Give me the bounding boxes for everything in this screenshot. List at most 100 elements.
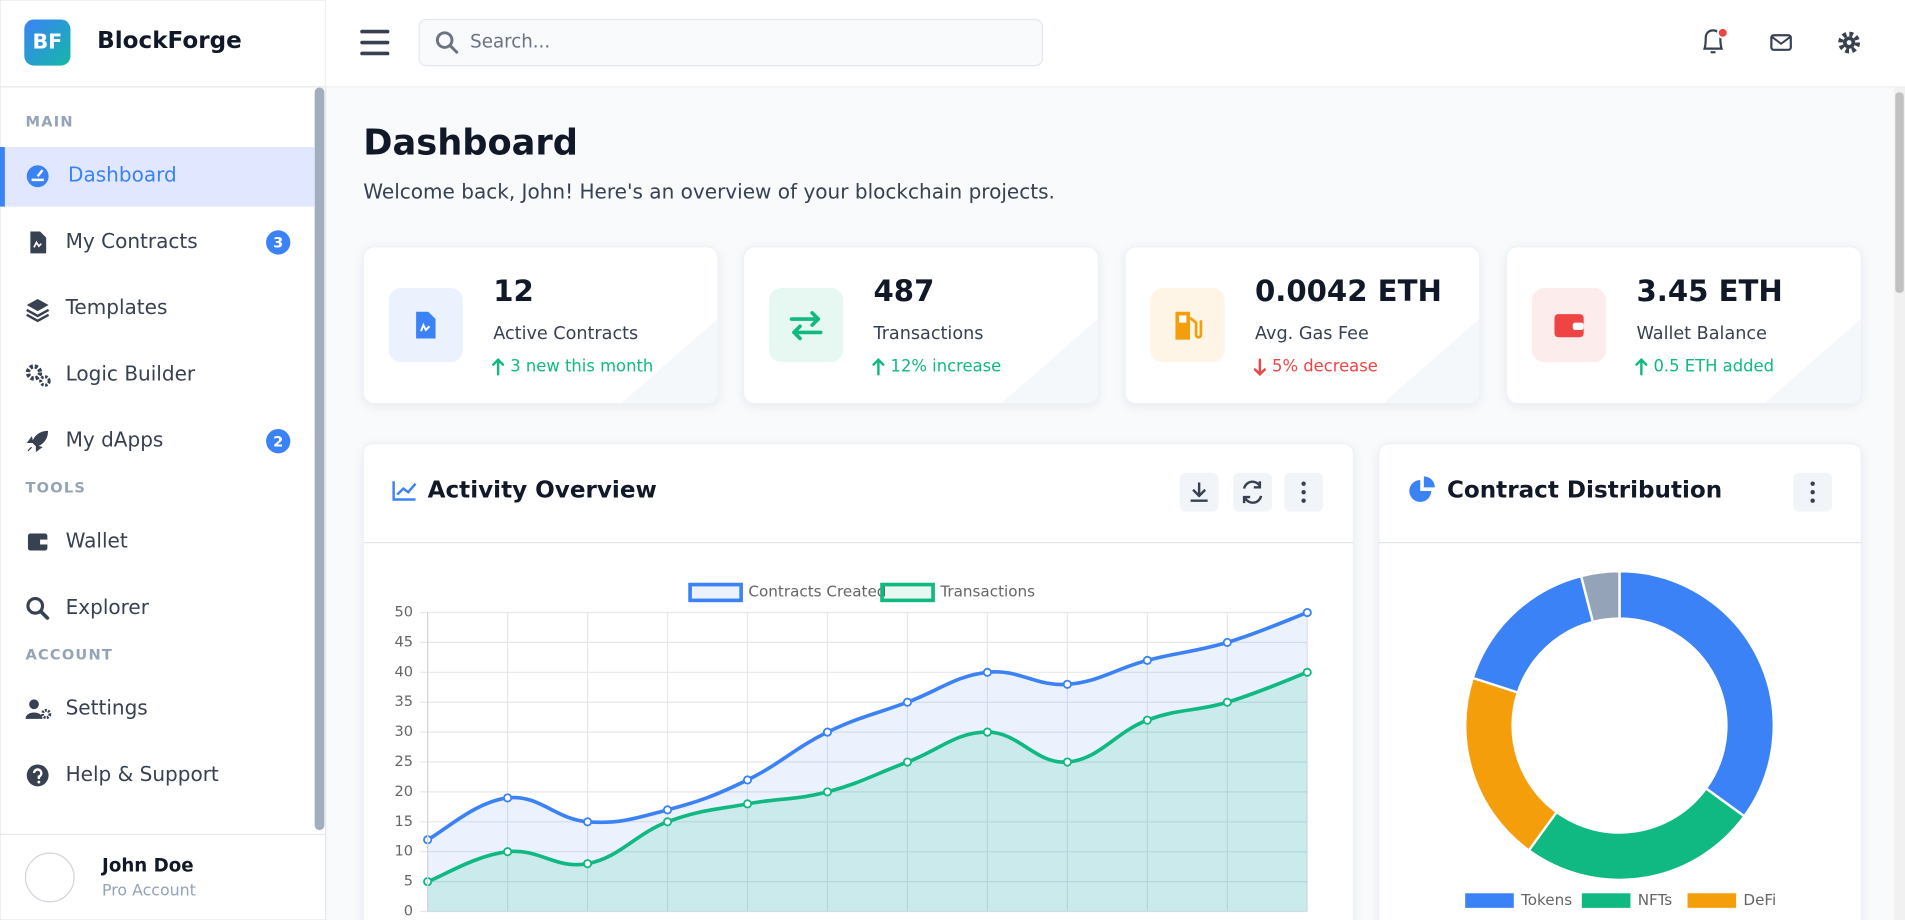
stat-value: 12 xyxy=(493,274,534,308)
point xyxy=(902,757,912,767)
stat-label: Active Contracts xyxy=(493,324,638,344)
nav-label: Explorer xyxy=(66,595,150,619)
refresh-button[interactable] xyxy=(1233,472,1273,512)
nav-label: Dashboard xyxy=(68,163,177,187)
legend-label: Transactions xyxy=(939,582,1035,600)
scrollbar[interactable] xyxy=(314,87,325,831)
point xyxy=(742,775,753,785)
stat-icon xyxy=(1554,314,1584,338)
badge-count: 3 xyxy=(273,235,283,252)
y-tick-label: 45 xyxy=(395,633,414,650)
search-placeholder: Search... xyxy=(470,32,550,53)
point xyxy=(822,787,833,797)
avatar[interactable] xyxy=(24,852,75,903)
stat-icon xyxy=(1175,311,1203,340)
nav-item[interactable] xyxy=(0,147,315,207)
scroll-track xyxy=(1894,87,1905,920)
badge xyxy=(266,230,291,255)
point xyxy=(1142,655,1152,665)
legend-label: DeFi xyxy=(1743,891,1776,909)
icon xyxy=(26,298,49,312)
slice xyxy=(1579,569,1621,624)
stat-label: Wallet Balance xyxy=(1637,324,1767,344)
icon xyxy=(32,768,43,780)
badge xyxy=(266,429,291,454)
stat-value: 487 xyxy=(874,274,935,308)
legend-label: Contracts Created xyxy=(748,582,886,600)
nav-icon xyxy=(26,298,50,323)
refresh-icon xyxy=(1242,480,1263,504)
point xyxy=(742,799,753,809)
icon xyxy=(1554,314,1584,338)
icon xyxy=(30,231,47,254)
stat-icon-bg xyxy=(769,288,844,363)
stat-label: Transactions xyxy=(873,324,984,344)
legend-swatch xyxy=(1687,893,1737,908)
point xyxy=(982,727,992,737)
icon xyxy=(29,699,39,710)
icon xyxy=(31,169,44,182)
icon xyxy=(41,708,52,720)
point xyxy=(583,817,593,827)
y-tick-label: 30 xyxy=(395,723,414,740)
nav-icon xyxy=(26,165,49,188)
page-title: Dashboard xyxy=(363,123,578,164)
logo xyxy=(24,19,71,66)
search-box[interactable] xyxy=(418,18,1044,67)
icon xyxy=(39,375,51,387)
icon xyxy=(416,311,436,339)
pie-icon xyxy=(1409,476,1435,502)
page-subtitle: Welcome back, John! Here's an overview o… xyxy=(363,180,1055,204)
stat-value: 0.0042 ETH xyxy=(1255,274,1442,308)
card-decoration xyxy=(1001,318,1099,404)
icon xyxy=(25,712,43,719)
notification-dot xyxy=(1716,27,1729,39)
mail-icon[interactable] xyxy=(1770,34,1792,51)
more-icon xyxy=(1301,481,1306,503)
badge-count: 2 xyxy=(273,433,283,450)
more-icon xyxy=(1810,481,1815,503)
trend-arrow xyxy=(872,358,885,376)
card-decoration xyxy=(1764,318,1862,404)
nav-item[interactable] xyxy=(0,579,315,639)
nav-label: Logic Builder xyxy=(66,361,196,385)
user-plan: Pro Account xyxy=(102,880,196,899)
chart-icon xyxy=(392,481,417,501)
stat-change: 12% increase xyxy=(891,357,1002,376)
point xyxy=(1302,607,1312,618)
stat-change: 3 new this month xyxy=(510,357,653,376)
brand: BlockForge xyxy=(97,28,242,54)
menu-button[interactable] xyxy=(360,29,390,56)
mail-icon-flap xyxy=(1770,35,1792,45)
line xyxy=(426,670,1308,884)
icon xyxy=(33,240,42,248)
area xyxy=(427,672,1308,912)
card-title: Contract Distribution xyxy=(1447,477,1722,503)
bell-icon[interactable] xyxy=(1703,29,1724,54)
y-tick-label: 50 xyxy=(395,604,414,621)
section-title: MAIN xyxy=(26,114,74,131)
active-indicator xyxy=(0,147,5,207)
point xyxy=(1142,715,1152,725)
icon xyxy=(26,764,49,787)
nav-label: My Contracts xyxy=(66,229,198,253)
icon xyxy=(40,539,48,545)
point xyxy=(583,859,593,869)
logo-text: BF xyxy=(32,30,62,54)
settings-icon[interactable] xyxy=(1838,31,1861,54)
icon xyxy=(26,308,50,323)
card-decoration xyxy=(620,318,719,404)
user-name: John Doe xyxy=(100,856,194,877)
point xyxy=(1302,667,1312,677)
scroll-thumb[interactable] xyxy=(1895,92,1904,293)
point xyxy=(1222,637,1232,647)
point xyxy=(1062,679,1072,689)
nav-icon xyxy=(26,430,48,453)
stat-icon xyxy=(789,311,823,341)
nav-label: Settings xyxy=(66,696,148,720)
nav-icon xyxy=(26,596,50,620)
icon xyxy=(1572,322,1584,330)
slice xyxy=(1618,569,1775,818)
